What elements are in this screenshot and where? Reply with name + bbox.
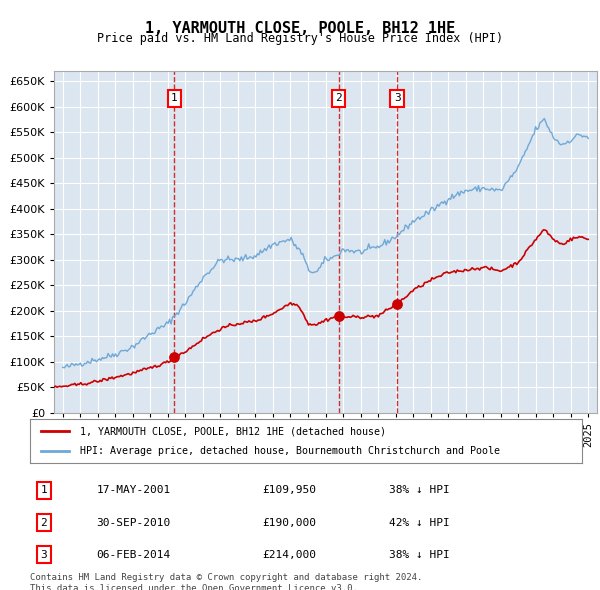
Text: 2: 2: [40, 517, 47, 527]
Text: £109,950: £109,950: [262, 486, 316, 496]
Text: 17-MAY-2001: 17-MAY-2001: [96, 486, 170, 496]
Text: 1: 1: [40, 486, 47, 496]
Point: [170, 352, 179, 362]
Text: 3: 3: [394, 93, 401, 103]
Text: 30-SEP-2010: 30-SEP-2010: [96, 517, 170, 527]
Text: 06-FEB-2014: 06-FEB-2014: [96, 550, 170, 560]
Text: 42% ↓ HPI: 42% ↓ HPI: [389, 517, 449, 527]
Point: [334, 312, 343, 321]
Text: Price paid vs. HM Land Registry's House Price Index (HPI): Price paid vs. HM Land Registry's House …: [97, 32, 503, 45]
Point: [392, 299, 402, 309]
Text: 3: 3: [40, 550, 47, 560]
Text: £214,000: £214,000: [262, 550, 316, 560]
Text: 38% ↓ HPI: 38% ↓ HPI: [389, 550, 449, 560]
Text: 2: 2: [335, 93, 342, 103]
Text: Contains HM Land Registry data © Crown copyright and database right 2024.
This d: Contains HM Land Registry data © Crown c…: [30, 573, 422, 590]
Text: 38% ↓ HPI: 38% ↓ HPI: [389, 486, 449, 496]
Text: HPI: Average price, detached house, Bournemouth Christchurch and Poole: HPI: Average price, detached house, Bour…: [80, 446, 500, 455]
Text: £190,000: £190,000: [262, 517, 316, 527]
Text: 1: 1: [171, 93, 178, 103]
Text: 1, YARMOUTH CLOSE, POOLE, BH12 1HE (detached house): 1, YARMOUTH CLOSE, POOLE, BH12 1HE (deta…: [80, 427, 386, 436]
Text: 1, YARMOUTH CLOSE, POOLE, BH12 1HE: 1, YARMOUTH CLOSE, POOLE, BH12 1HE: [145, 21, 455, 35]
